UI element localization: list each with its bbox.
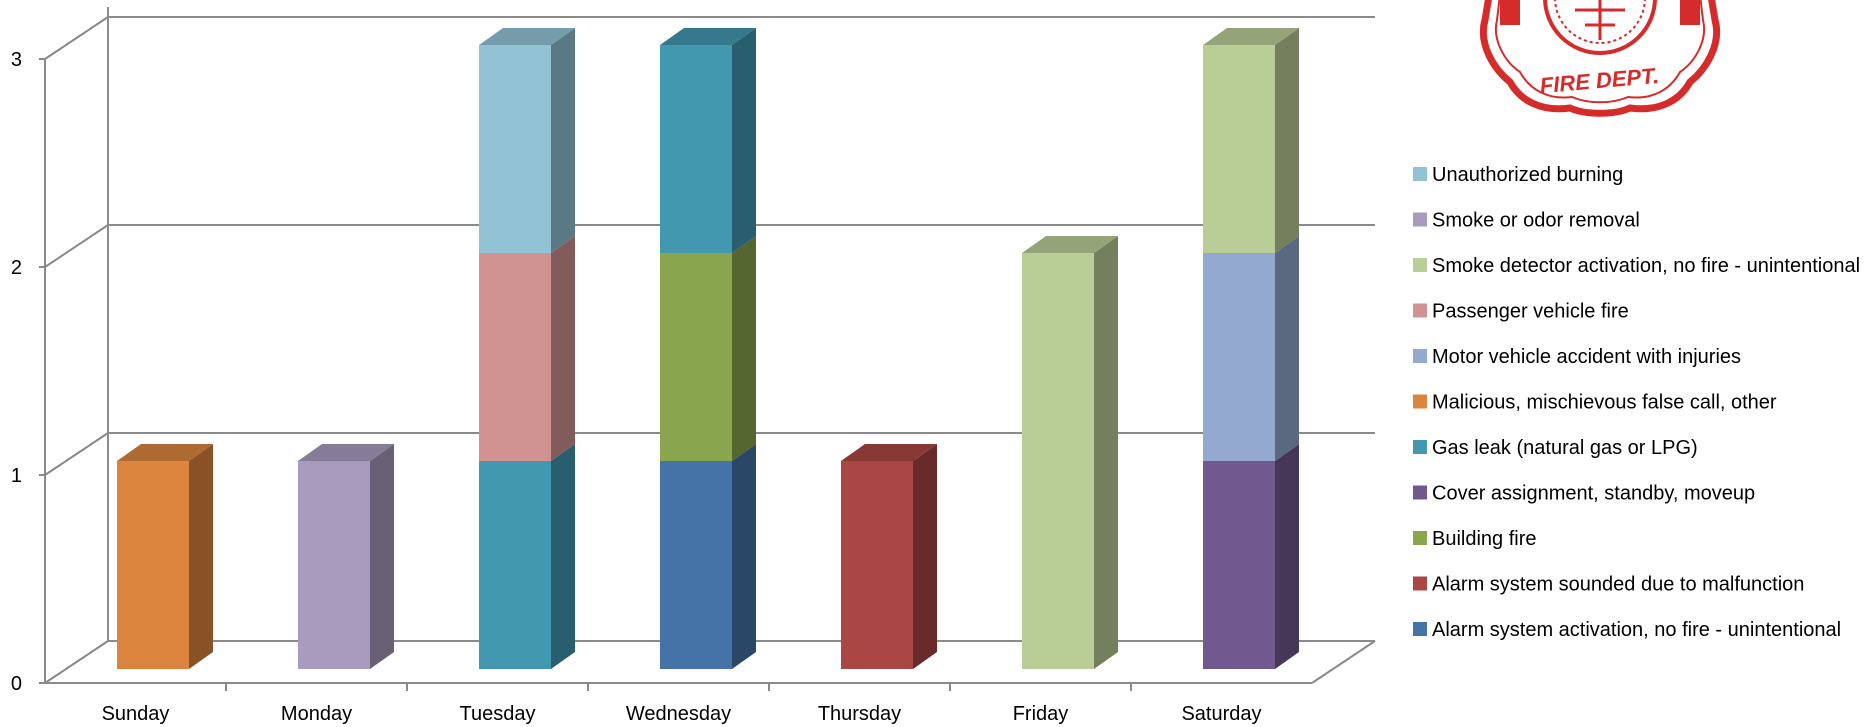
bar-segment	[298, 444, 394, 669]
bar-segment	[1203, 28, 1299, 253]
legend-item: Smoke detector activation, no fire - uni…	[1413, 255, 1860, 277]
x-tick-label: Wednesday	[626, 703, 731, 725]
bar-side-face	[913, 444, 937, 669]
bar-front-face	[1203, 45, 1275, 253]
bar-side-face	[370, 444, 394, 669]
bar-segment	[660, 444, 756, 669]
bar-side-face	[189, 444, 213, 669]
bar-front-face	[660, 45, 732, 253]
gridline-depth	[45, 641, 108, 683]
y-tick-label: 0	[11, 673, 22, 695]
y-tick-label: 3	[11, 49, 22, 71]
y-tick-label: 2	[11, 257, 22, 279]
bar-side-face	[732, 236, 756, 461]
bar-side-face	[551, 236, 575, 461]
x-tick-label: Sunday	[102, 703, 170, 725]
bars	[117, 28, 1299, 669]
legend-label: Malicious, mischievous false call, other	[1432, 392, 1777, 414]
legend-label: Smoke detector activation, no fire - uni…	[1432, 255, 1860, 277]
bar-front-face	[298, 461, 370, 669]
legend-item: Malicious, mischievous false call, other	[1413, 392, 1777, 414]
bar-front-face	[660, 461, 732, 669]
bar-segment	[841, 444, 937, 669]
bar-front-face	[1022, 253, 1094, 669]
bar-side-face	[732, 444, 756, 669]
x-axis: Sunday Monday Tuesday Wednesday Thursday Frid…	[102, 683, 1262, 725]
gridline-depth	[45, 225, 108, 267]
legend-label: Passenger vehicle fire	[1432, 301, 1629, 323]
bar-segment	[660, 28, 756, 253]
legend-item: Alarm system activation, no fire - unint…	[1413, 619, 1841, 641]
gridline-depth	[45, 17, 108, 59]
bar-segment	[1203, 444, 1299, 669]
bar-side-face	[1275, 236, 1299, 461]
bar-side-face	[732, 28, 756, 253]
legend-item: Alarm system sounded due to malfunction	[1413, 574, 1804, 596]
bar-segment	[660, 236, 756, 461]
x-tick-label: Saturday	[1181, 703, 1261, 725]
gridline-depth	[45, 433, 108, 475]
bar-front-face	[1203, 253, 1275, 461]
x-tick-label: Tuesday	[460, 703, 536, 725]
legend-swatch	[1413, 213, 1427, 227]
legend-label: Smoke or odor removal	[1432, 210, 1640, 232]
legend-label: Motor vehicle accident with injuries	[1432, 346, 1741, 368]
legend-item: Gas leak (natural gas or LPG)	[1413, 437, 1698, 459]
legend-item: Cover assignment, standby, moveup	[1413, 483, 1755, 505]
bar-front-face	[117, 461, 189, 669]
bar-front-face	[479, 461, 551, 669]
legend-swatch	[1413, 622, 1427, 636]
bar-front-face	[841, 461, 913, 669]
bar-front-face	[1203, 461, 1275, 669]
y-tick-label: 1	[11, 465, 22, 487]
legend-swatch	[1413, 440, 1427, 454]
legend-swatch	[1413, 577, 1427, 591]
bar-segment	[479, 236, 575, 461]
bar-side-face	[1094, 236, 1118, 669]
legend-swatch	[1413, 258, 1427, 272]
bar-segment	[117, 444, 213, 669]
bar-front-face	[479, 253, 551, 461]
bar-segment	[1022, 236, 1118, 669]
legend-label: Alarm system activation, no fire - unint…	[1432, 619, 1841, 641]
legend-item: Building fire	[1413, 528, 1537, 550]
bar-side-face	[551, 28, 575, 253]
legend-swatch	[1413, 486, 1427, 500]
bar-segment	[1203, 236, 1299, 461]
x-tick-label: Monday	[281, 703, 352, 725]
fire-dept-logo: FIRE DEPT.	[1483, 0, 1716, 113]
legend-swatch	[1413, 531, 1427, 545]
legend-item: Motor vehicle accident with injuries	[1413, 346, 1741, 368]
legend-label: Unauthorized burning	[1432, 164, 1623, 186]
bar-front-face	[479, 45, 551, 253]
y-axis: 0 1 2 3	[11, 49, 45, 695]
x-tick-label: Friday	[1013, 703, 1069, 725]
legend-label: Gas leak (natural gas or LPG)	[1432, 437, 1698, 459]
bar-front-face	[660, 253, 732, 461]
legend-item: Passenger vehicle fire	[1413, 301, 1629, 323]
legend-swatch	[1413, 395, 1427, 409]
x-tick-label: Thursday	[818, 703, 901, 725]
legend-swatch	[1413, 349, 1427, 363]
bar-side-face	[551, 444, 575, 669]
legend-label: Cover assignment, standby, moveup	[1432, 483, 1755, 505]
legend-label: Alarm system sounded due to malfunction	[1432, 574, 1804, 596]
legend-item: Unauthorized burning	[1413, 164, 1623, 186]
floor-side-edge	[1312, 641, 1375, 683]
bar-segment	[479, 28, 575, 253]
legend-item: Smoke or odor removal	[1413, 210, 1640, 232]
legend-swatch	[1413, 304, 1427, 318]
bar-side-face	[1275, 444, 1299, 669]
bar-segment	[479, 444, 575, 669]
legend: Unauthorized burning Smoke or odor remova…	[1413, 164, 1860, 641]
bar-side-face	[1275, 28, 1299, 253]
legend-label: Building fire	[1432, 528, 1537, 550]
legend-swatch	[1413, 167, 1427, 181]
